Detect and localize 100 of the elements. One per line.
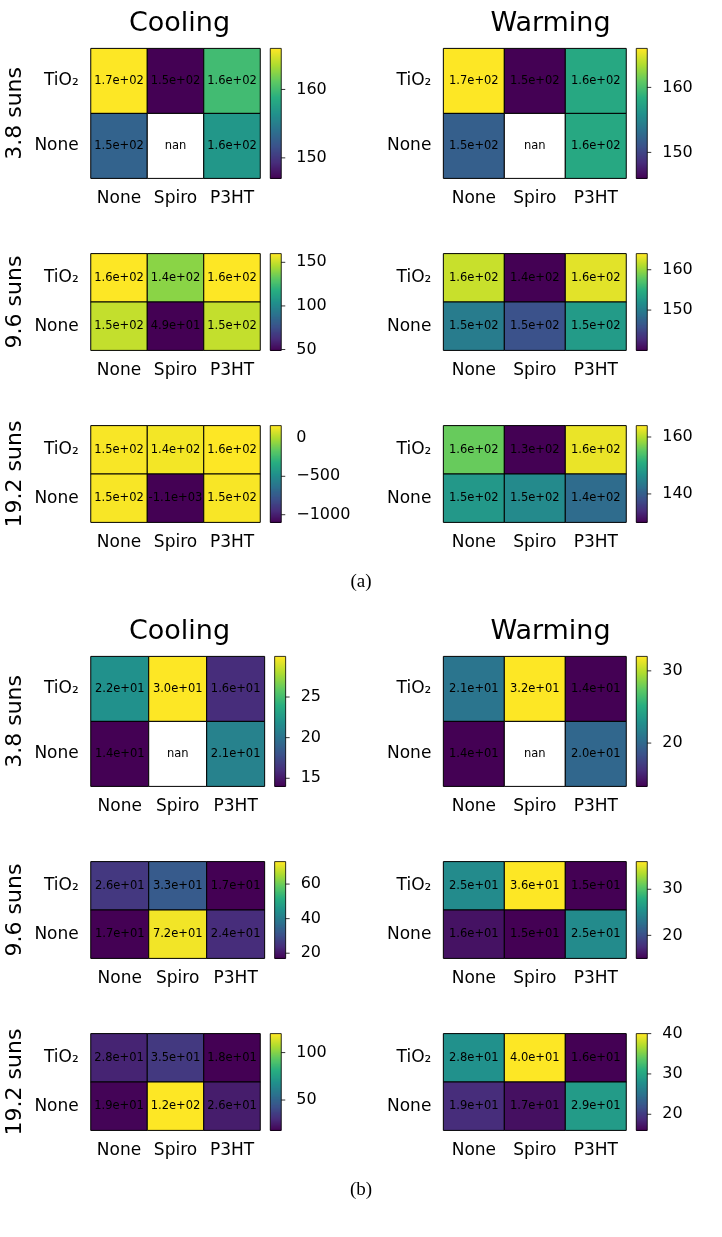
color-bar-label: 160	[296, 78, 327, 98]
y-tick-label: TiO₂	[395, 438, 432, 459]
color-bar-label: 30	[662, 1063, 683, 1083]
color-bar-label: 20	[662, 1103, 683, 1123]
color-bar-label: 150	[296, 147, 327, 167]
color-bar-label: 20	[300, 726, 321, 746]
data-label: 2.6e+01	[207, 1098, 257, 1113]
chart-title: Cooling	[128, 614, 231, 646]
data-label: 2.1e+01	[210, 745, 261, 760]
x-tick-label: Spiro	[513, 359, 557, 380]
x-tick-label: P3HT	[213, 795, 259, 816]
data-label: 1.5e+02	[150, 72, 201, 87]
data-label: 1.5e+01	[509, 926, 560, 941]
color-bar-label: 50	[296, 338, 317, 358]
data-label: 1.6e+02	[207, 137, 257, 152]
y-tick-label: None	[34, 486, 79, 507]
data-label: 1.9e+01	[449, 1098, 499, 1113]
data-label: 2.5e+01	[449, 877, 499, 892]
x-tick-label: P3HT	[209, 1139, 255, 1160]
x-tick-label: P3HT	[573, 795, 619, 816]
data-label: 1.5e+02	[94, 441, 144, 456]
data-label: 2.8e+01	[94, 1049, 144, 1064]
data-label: 2.2e+01	[94, 680, 145, 695]
x-tick-label: Spiro	[156, 795, 200, 816]
color-bar-label: −1000	[296, 503, 351, 523]
data-label: 1.2e+02	[150, 1098, 201, 1113]
data-label: 1.6e+02	[449, 269, 499, 284]
x-tick-label: None	[97, 967, 142, 988]
color-bar-label: 25	[300, 686, 321, 706]
x-tick-label: None	[451, 967, 497, 988]
color-bar-label: 40	[300, 907, 321, 927]
x-tick-label: P3HT	[573, 359, 619, 380]
x-tick-label: None	[451, 1139, 497, 1160]
color-bar-label: 60	[300, 873, 321, 893]
color-bar-label: −500	[296, 465, 341, 485]
data-label: 1.5e+02	[94, 490, 144, 505]
color-bar-label: 150	[662, 299, 693, 319]
y-tick-label: TiO₂	[395, 69, 432, 90]
color-bar-label: 40	[662, 1022, 683, 1042]
x-tick-label: Spiro	[513, 531, 557, 552]
y-tick-label: TiO₂	[395, 874, 432, 895]
data-label: 3.3e+01	[152, 877, 203, 892]
data-label: 1.6e+02	[449, 441, 499, 456]
data-label: 1.4e+02	[509, 269, 560, 284]
data-label: 1.6e+02	[570, 72, 621, 87]
data-label: 1.4e+01	[94, 745, 145, 760]
data-label: 1.7e+01	[210, 877, 261, 892]
y-tick-label: TiO₂	[395, 1046, 432, 1067]
color-bar-label: 150	[662, 141, 693, 161]
x-tick-label: None	[97, 795, 142, 816]
data-label: 1.5e+02	[207, 318, 257, 333]
data-label: 1.5e+02	[449, 490, 499, 505]
data-label: 1.5e+02	[509, 490, 560, 505]
text: nan	[166, 745, 189, 760]
data-label: 2.4e+01	[210, 926, 261, 941]
color-bar-label: 20	[300, 942, 321, 962]
text: (a)	[349, 569, 373, 593]
y-tick-label: None	[34, 134, 79, 155]
x-tick-label: P3HT	[573, 1139, 619, 1160]
color-bar-label: 30	[662, 660, 683, 679]
y-axis-title: 9.6 suns	[0, 255, 26, 349]
data-label: 1.5e+02	[94, 318, 144, 333]
data-label: 3.5e+01	[150, 1049, 201, 1064]
x-tick-label: None	[96, 187, 142, 208]
y-tick-label: None	[34, 314, 79, 335]
data-label: 2.1e+01	[449, 680, 499, 695]
y-axis-title: 9.6 suns	[0, 863, 26, 957]
y-tick-label: TiO₂	[42, 266, 79, 287]
data-label: 1.6e+01	[210, 680, 261, 695]
x-tick-label: None	[96, 1139, 142, 1160]
y-tick-label: None	[386, 742, 432, 763]
y-tick-label: None	[386, 134, 432, 155]
x-tick-label: Spiro	[153, 187, 198, 208]
data-label: 1.6e+01	[570, 1049, 621, 1064]
chart-title: Cooling	[128, 6, 231, 38]
x-tick-label: P3HT	[573, 531, 619, 552]
data-label: 1.6e+01	[449, 926, 499, 941]
text: nan	[523, 137, 546, 152]
data-label: 1.6e+02	[94, 269, 144, 284]
x-tick-label: None	[451, 187, 497, 208]
chart-title: Warming	[490, 614, 611, 646]
x-tick-label: None	[451, 795, 497, 816]
data-label: 1.6e+02	[207, 441, 257, 456]
data-label: 7.2e+01	[152, 926, 203, 941]
data-label: 1.4e+01	[570, 680, 621, 695]
text: nan	[523, 745, 546, 760]
x-tick-label: Spiro	[153, 1139, 198, 1160]
x-tick-label: P3HT	[209, 531, 255, 552]
x-tick-label: None	[451, 359, 497, 380]
color-bar-label: 100	[296, 295, 327, 315]
y-tick-label: TiO₂	[395, 266, 432, 287]
y-axis-title: 3.8 suns	[0, 675, 26, 768]
data-label: 1.5e+02	[570, 318, 621, 333]
x-tick-label: Spiro	[513, 187, 557, 208]
data-label: 1.6e+02	[570, 137, 621, 152]
x-tick-label: P3HT	[573, 967, 619, 988]
color-bar-label: 140	[662, 483, 693, 503]
data-label: 3.6e+01	[509, 877, 560, 892]
data-label: 1.5e+02	[94, 137, 144, 152]
x-tick-label: None	[96, 359, 142, 380]
